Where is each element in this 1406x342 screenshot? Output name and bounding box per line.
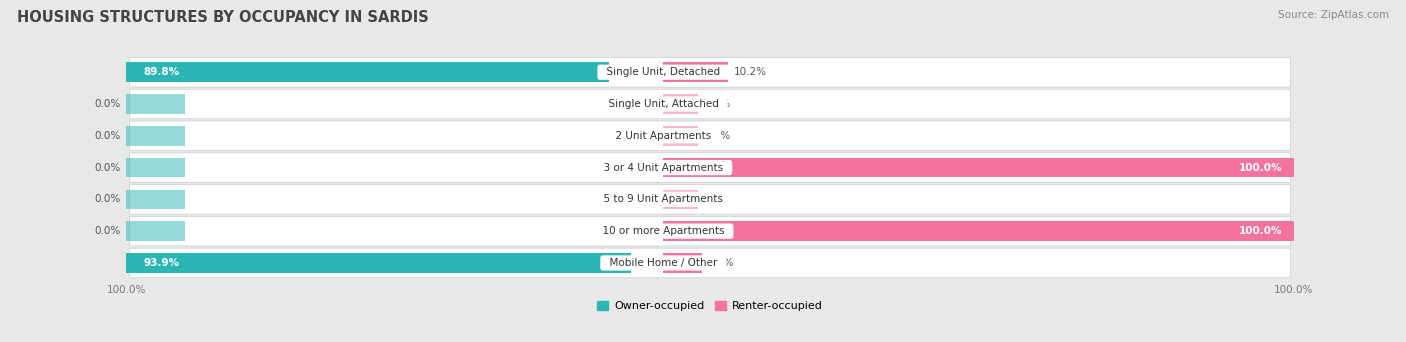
Text: Single Unit, Detached: Single Unit, Detached: [600, 67, 727, 77]
Text: 0.0%: 0.0%: [94, 226, 121, 236]
Bar: [664, 189, 699, 209]
Legend: Owner-occupied, Renter-occupied: Owner-occupied, Renter-occupied: [593, 296, 827, 316]
Text: 100.0%: 100.0%: [1239, 162, 1282, 173]
Text: Single Unit, Attached: Single Unit, Attached: [602, 99, 725, 109]
Text: 0.0%: 0.0%: [94, 99, 121, 109]
Bar: [127, 62, 609, 82]
FancyBboxPatch shape: [129, 121, 1291, 150]
Text: 93.9%: 93.9%: [143, 258, 180, 268]
Text: 3 or 4 Unit Apartments: 3 or 4 Unit Apartments: [598, 162, 730, 173]
Text: 0.0%: 0.0%: [94, 194, 121, 205]
Bar: [664, 62, 728, 82]
Text: 0.0%: 0.0%: [704, 99, 731, 109]
FancyBboxPatch shape: [129, 57, 1291, 87]
Text: 0.0%: 0.0%: [704, 194, 731, 205]
Text: 0.0%: 0.0%: [94, 162, 121, 173]
Text: 89.8%: 89.8%: [143, 67, 180, 77]
Text: 2 Unit Apartments: 2 Unit Apartments: [609, 131, 717, 141]
Text: 6.1%: 6.1%: [707, 258, 734, 268]
Bar: [127, 253, 630, 273]
Bar: [127, 126, 184, 146]
FancyBboxPatch shape: [129, 153, 1291, 182]
Bar: [127, 158, 184, 177]
Text: 0.0%: 0.0%: [704, 131, 731, 141]
Text: 10.2%: 10.2%: [734, 67, 766, 77]
Bar: [127, 221, 184, 241]
Text: 0.0%: 0.0%: [94, 131, 121, 141]
Bar: [664, 158, 1294, 177]
FancyBboxPatch shape: [129, 185, 1291, 214]
Text: HOUSING STRUCTURES BY OCCUPANCY IN SARDIS: HOUSING STRUCTURES BY OCCUPANCY IN SARDI…: [17, 10, 429, 25]
Bar: [664, 126, 699, 146]
Bar: [127, 189, 184, 209]
FancyBboxPatch shape: [129, 248, 1291, 278]
Bar: [127, 94, 184, 114]
Text: 5 to 9 Unit Apartments: 5 to 9 Unit Apartments: [598, 194, 730, 205]
FancyBboxPatch shape: [129, 89, 1291, 119]
FancyBboxPatch shape: [129, 216, 1291, 246]
Text: 10 or more Apartments: 10 or more Apartments: [596, 226, 731, 236]
Text: Mobile Home / Other: Mobile Home / Other: [603, 258, 724, 268]
Bar: [664, 94, 699, 114]
Text: 100.0%: 100.0%: [1239, 226, 1282, 236]
Text: Source: ZipAtlas.com: Source: ZipAtlas.com: [1278, 10, 1389, 20]
Bar: [664, 253, 702, 273]
Bar: [664, 221, 1294, 241]
